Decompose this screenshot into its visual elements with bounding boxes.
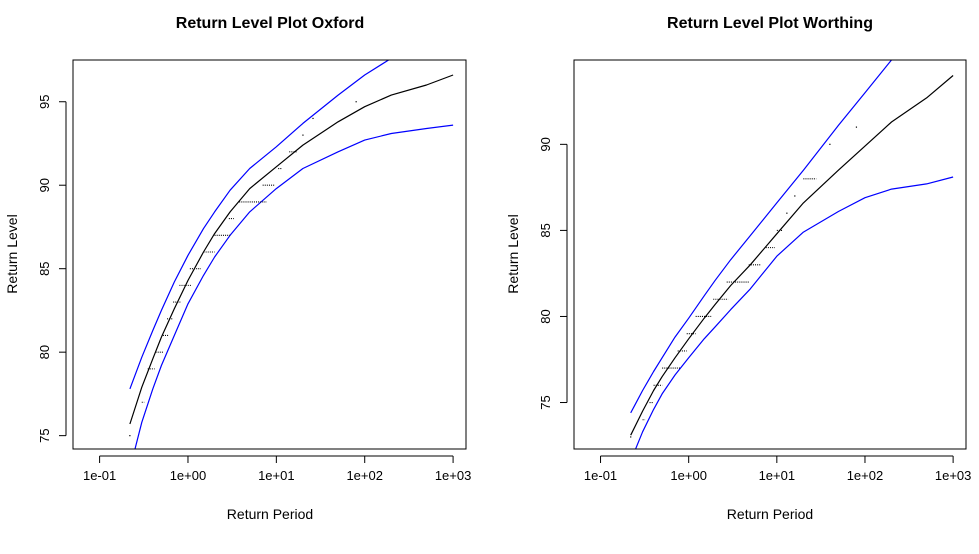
worthing-x-tick-label: 1e-01 xyxy=(584,468,617,483)
worthing-observed-point xyxy=(855,126,858,128)
worthing-upper-ci-line xyxy=(630,60,892,414)
worthing-x-tick-label: 1e+00 xyxy=(670,468,707,483)
worthing-x-tick-label: 1e+03 xyxy=(935,468,972,483)
oxford-x-tick-label: 1e+01 xyxy=(258,468,295,483)
oxford-upper-ci-line xyxy=(129,60,390,390)
oxford-panel: Return Level Plot Oxford Return Period R… xyxy=(4,15,471,522)
worthing-x-tick-label: 1e+02 xyxy=(847,468,884,483)
worthing-axes: 1e-01 1e+00 1e+01 1e+02 1e+03 75 80 85 90 xyxy=(538,137,971,483)
oxford-y-tick-label: 90 xyxy=(37,178,52,192)
worthing-observed-point xyxy=(786,212,788,214)
oxford-observed-point xyxy=(312,117,314,120)
worthing-observed-point xyxy=(794,195,796,197)
worthing-x-axis-label: Return Period xyxy=(727,506,813,522)
worthing-y-tick-label: 80 xyxy=(538,309,553,323)
oxford-x-axis-label: Return Period xyxy=(227,506,313,522)
oxford-y-axis-label: Return Level xyxy=(4,214,20,293)
oxford-y-tick-label: 95 xyxy=(37,95,52,109)
oxford-plot-frame xyxy=(72,59,467,450)
worthing-y-tick-label: 75 xyxy=(538,395,553,409)
oxford-y-tick-label: 80 xyxy=(37,345,52,359)
worthing-title: Return Level Plot Worthing xyxy=(667,15,873,32)
worthing-panel: Return Level Plot Worthing Return Period… xyxy=(505,15,971,522)
worthing-plot-frame xyxy=(573,59,967,450)
oxford-plot-area xyxy=(129,60,454,449)
oxford-axes: 1e-01 1e+00 1e+01 1e+02 1e+03 75 80 85 90 95 xyxy=(37,95,471,483)
oxford-x-tick-label: 1e+02 xyxy=(346,468,383,483)
oxford-title: Return Level Plot Oxford xyxy=(176,15,364,32)
oxford-x-tick-label: 1e+03 xyxy=(435,468,472,483)
worthing-lower-ci-line xyxy=(634,176,954,449)
oxford-observed-point xyxy=(302,134,304,136)
worthing-observed-point xyxy=(829,143,831,145)
worthing-estimate-line xyxy=(630,75,954,436)
worthing-y-tick-label: 85 xyxy=(538,223,553,237)
worthing-y-axis-label: Return Level xyxy=(505,214,521,293)
oxford-estimate-line xyxy=(129,74,454,425)
worthing-y-tick-label: 90 xyxy=(538,137,553,151)
oxford-observed-point xyxy=(355,101,357,103)
worthing-x-tick-label: 1e+01 xyxy=(759,468,796,483)
worthing-observed-point xyxy=(630,436,632,438)
oxford-y-tick-label: 85 xyxy=(37,261,52,275)
oxford-x-tick-label: 1e+00 xyxy=(170,468,207,483)
oxford-x-tick-label: 1e-01 xyxy=(83,468,116,483)
oxford-observed-point xyxy=(129,435,131,437)
worthing-plot-area xyxy=(630,60,954,449)
oxford-y-tick-label: 75 xyxy=(37,428,52,442)
